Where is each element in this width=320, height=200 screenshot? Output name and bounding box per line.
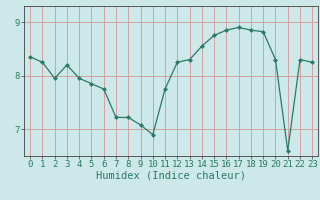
- X-axis label: Humidex (Indice chaleur): Humidex (Indice chaleur): [96, 171, 246, 181]
